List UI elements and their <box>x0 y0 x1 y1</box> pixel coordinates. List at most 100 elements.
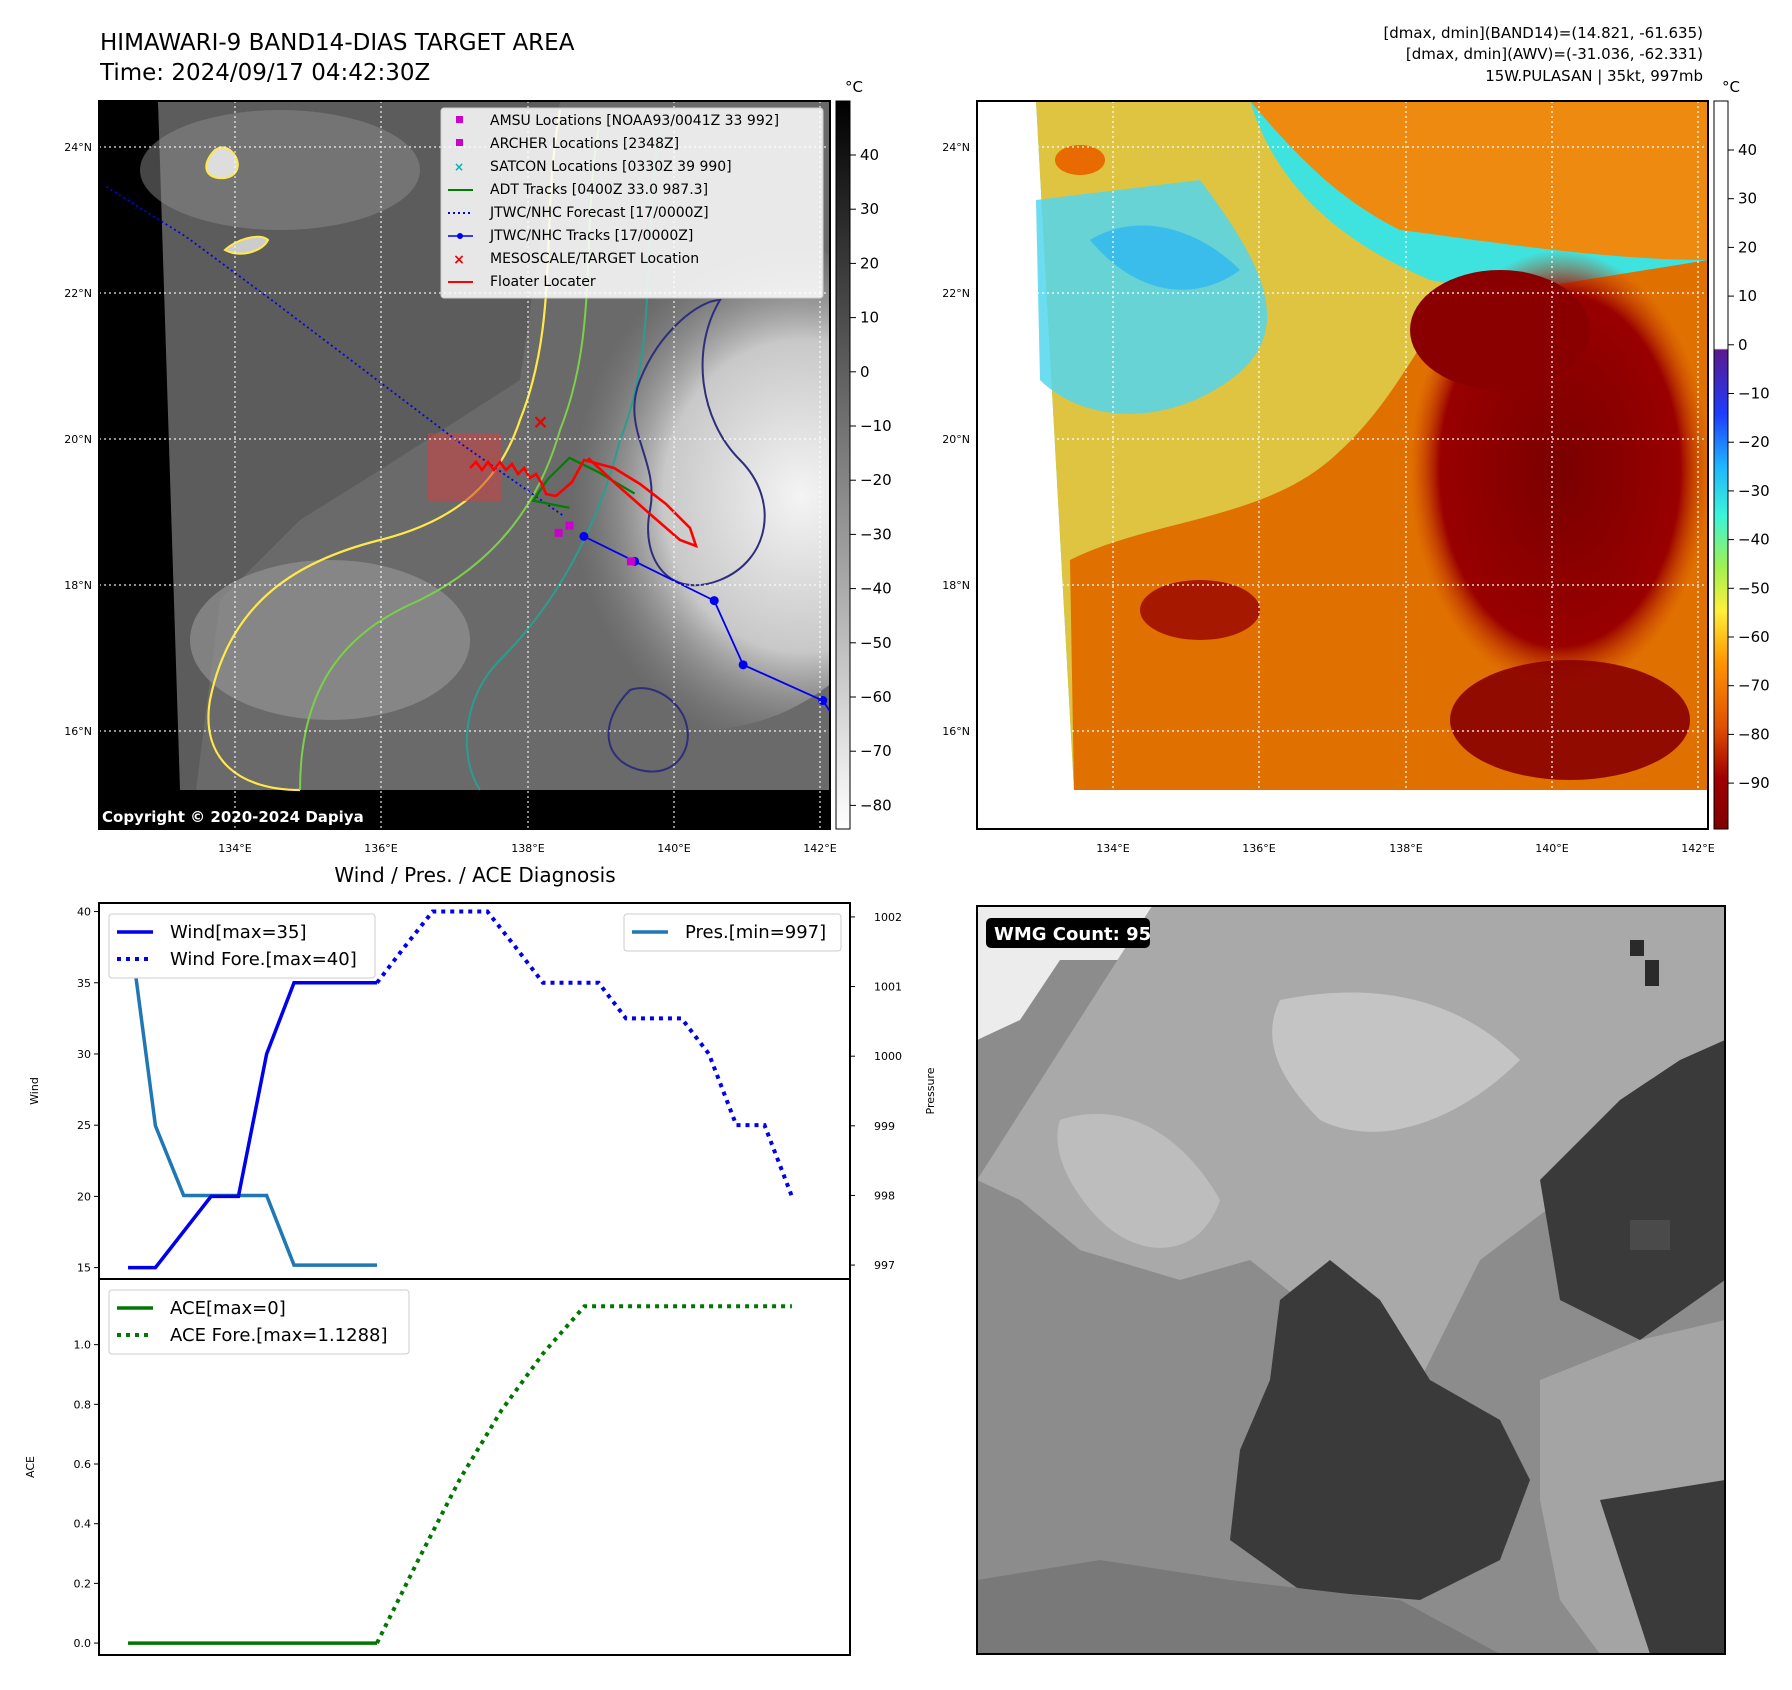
pressure-tick-label: 1001 <box>874 981 902 994</box>
ace-tick-label: 1.0 <box>74 1339 92 1352</box>
ace-tick-label: 0.0 <box>74 1637 92 1650</box>
band14-colorbar: °C 40 30 20 10 0 −10 −20 −30 −40 −50 −60 −70 −80 <box>835 78 892 830</box>
wmg-count-text: WMG Count: 95 <box>994 924 1151 945</box>
cbar-tick-label: −60 <box>1738 628 1770 646</box>
lon-tick: 138°E <box>1389 842 1422 855</box>
wind-tick-label: 25 <box>77 1119 91 1132</box>
ace-chart: 0.0 0.2 0.4 0.6 0.8 1.0 ACE ACE[max=0] ACE Fo… <box>24 1278 851 1656</box>
cbar-tick-label: 40 <box>1738 141 1757 159</box>
lat-tick: 24°N <box>942 141 970 154</box>
ace-forecast-line <box>375 1304 792 1644</box>
legend-wind: Wind[max=35] <box>170 922 307 943</box>
target-location-marker <box>534 416 547 428</box>
wind-tick-label: 15 <box>77 1262 91 1275</box>
legend-satcon: SATCON Locations [0330Z 39 990] <box>490 159 732 175</box>
cbar-tick-label: −10 <box>860 417 892 435</box>
cbar-tick-label: −30 <box>860 525 892 543</box>
pressure-tick-label: 1002 <box>874 911 902 924</box>
legend-jtwc-forecast: JTWC/NHC Forecast [17/0000Z] <box>489 205 709 221</box>
cbar-tick-label: 10 <box>860 309 879 327</box>
copyright-text: Copyright © 2020-2024 Dapiya <box>102 808 364 826</box>
cbar-tick-label: −80 <box>860 796 892 814</box>
cbar-tick-label: −50 <box>1738 579 1770 597</box>
lon-tick: 134°E <box>1096 842 1129 855</box>
lat-tick: 24°N <box>64 141 92 154</box>
amsu-point <box>565 521 574 530</box>
cbar-tick-label: 0 <box>1738 336 1748 354</box>
awv-lat-ticks: 24°N 22°N 20°N 18°N 16°N <box>942 141 970 738</box>
legend-target: MESOSCALE/TARGET Location <box>490 251 699 267</box>
legend-ace: ACE[max=0] <box>170 1298 286 1319</box>
ace-tick-label: 0.4 <box>74 1518 92 1531</box>
pressure-axis-label: Pressure <box>924 1067 937 1114</box>
lat-tick: 18°N <box>942 579 970 592</box>
wind-tick-label: 40 <box>77 906 91 919</box>
archer-legend-marker <box>456 139 463 146</box>
storm-info-text: 15W.PULASAN | 35kt, 997mb <box>1485 67 1703 85</box>
legend-floater: Floater Locater <box>490 274 596 290</box>
jtwc-track-point <box>709 596 719 606</box>
cbar-tick-label: −20 <box>860 471 892 489</box>
lon-tick: 142°E <box>1681 842 1714 855</box>
target-legend-marker: × <box>453 252 465 268</box>
cbar-tick-label: 20 <box>860 254 879 272</box>
wind-tick-label: 35 <box>77 977 91 990</box>
legend-ace-fore: ACE Fore.[max=1.1288] <box>170 1325 388 1346</box>
wind-line <box>128 981 377 1270</box>
floater-locater-path <box>469 457 699 549</box>
floater-box <box>428 433 501 501</box>
legend-wind-fore: Wind Fore.[max=40] <box>170 949 357 970</box>
jtwc-track-point <box>738 660 748 670</box>
cbar-tick-label: −40 <box>1738 531 1770 549</box>
pressure-tick-label: 999 <box>874 1120 895 1133</box>
amsu-point <box>554 528 563 537</box>
cbar-tick-label: 40 <box>860 146 879 164</box>
cbar-tick-label: −40 <box>860 580 892 598</box>
dmax-band14-text: [dmax, dmin](BAND14)=(14.821, -61.635) <box>1383 24 1703 42</box>
lon-tick: 136°E <box>1242 842 1275 855</box>
lat-tick: 16°N <box>942 725 970 738</box>
cbar-tick-label: −80 <box>1738 725 1770 743</box>
awv-map-panel: 24°N 22°N 20°N 18°N 16°N 134°E 136°E 138… <box>942 100 1715 855</box>
satcon-legend-marker: × <box>454 160 464 174</box>
legend-pres: Pres.[min=997] <box>685 922 826 943</box>
awv-gridlines <box>977 101 1708 829</box>
ace-tick-label: 0.6 <box>74 1458 92 1471</box>
jtwc-forecast-line <box>105 185 563 516</box>
amsu-points <box>554 521 635 566</box>
ace-tick-label: 0.8 <box>74 1398 92 1411</box>
dmax-awv-text: [dmax, dmin](AWV)=(-31.036, -62.331) <box>1406 45 1703 63</box>
band14-legend: × × AMSU Locations [NOAA93/0041Z 33 992]… <box>440 107 824 299</box>
cbar-tick-label: −60 <box>860 688 892 706</box>
cbar-tick-label: 20 <box>1738 238 1757 256</box>
cbar-tick-label: 0 <box>860 363 870 381</box>
wind-tick-label: 30 <box>77 1048 91 1061</box>
jtwc-track-legend-dot <box>457 233 463 239</box>
lon-tick: 134°E <box>218 842 251 855</box>
lon-tick: 140°E <box>1535 842 1568 855</box>
pressure-tick-label: 997 <box>874 1259 895 1272</box>
band14-lon-ticks: 134°E 136°E 138°E 140°E 142°E <box>218 842 836 855</box>
ace-legend: ACE[max=0] ACE Fore.[max=1.1288] <box>108 1289 410 1355</box>
lat-tick: 20°N <box>942 433 970 446</box>
cbar-tick-label: 30 <box>860 200 879 218</box>
lon-tick: 140°E <box>657 842 690 855</box>
lat-tick: 22°N <box>942 287 970 300</box>
wmg-panel: WMG Count: 95 <box>976 905 1726 1655</box>
band14-cbar-label: °C <box>845 78 863 96</box>
lon-tick: 142°E <box>803 842 836 855</box>
pressure-legend: Pres.[min=997] <box>623 913 842 952</box>
lat-tick: 16°N <box>64 725 92 738</box>
amsu-point <box>626 557 635 566</box>
awv-lon-ticks: 134°E 136°E 138°E 140°E 142°E <box>1096 842 1714 855</box>
wind-tick-label: 20 <box>77 1190 91 1203</box>
legend-adt: ADT Tracks [0400Z 33.0 987.3] <box>490 182 708 198</box>
figure-title: HIMAWARI-9 BAND14-DIAS TARGET AREA <box>100 30 575 56</box>
band14-map-panel: Copyright © 2020-2024 Dapiya × × AMSU Lo… <box>64 100 837 855</box>
lat-tick: 18°N <box>64 579 92 592</box>
wind-axis-label: Wind <box>28 1077 41 1105</box>
wmg-count-badge <box>986 918 1150 948</box>
cbar-tick-label: −90 <box>1738 774 1770 792</box>
cbar-tick-label: −70 <box>1738 677 1770 695</box>
cbar-tick-label: −10 <box>1738 385 1770 403</box>
